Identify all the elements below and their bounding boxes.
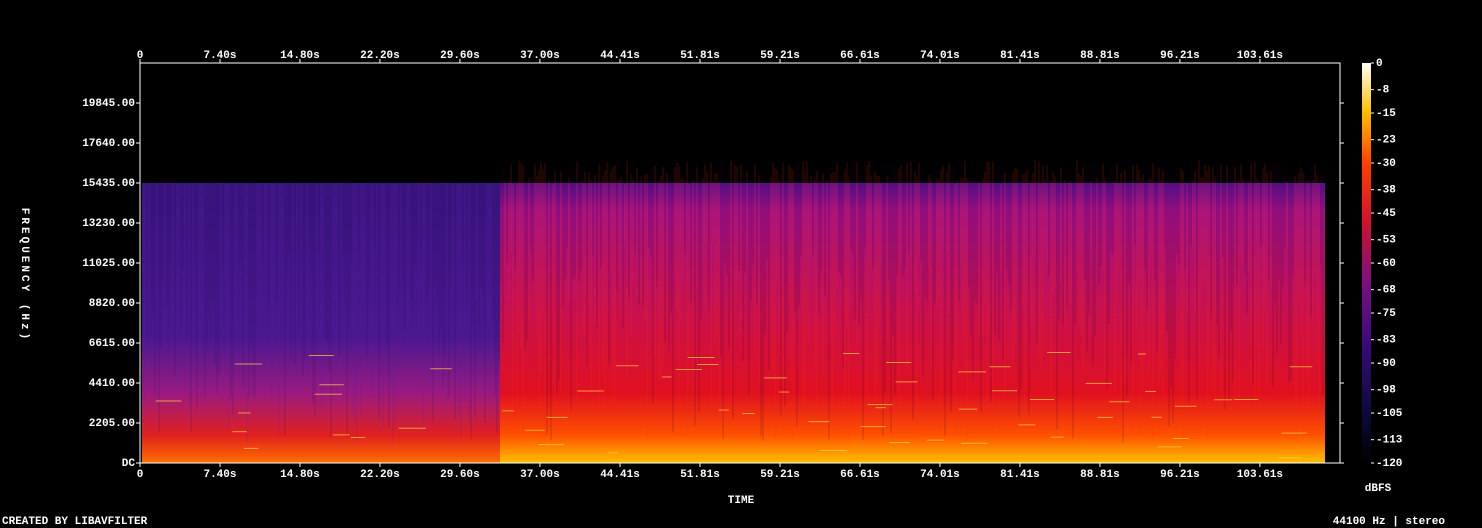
x-tick-label: 51.81s xyxy=(680,469,720,481)
colorbar-tick-label: -90 xyxy=(1376,358,1396,370)
y-axis-label: FREQUENCY (Hz) xyxy=(18,208,30,342)
y-tick-label: 6615.00 xyxy=(89,338,135,350)
x-tick-label: 14.80s xyxy=(280,50,320,62)
y-tick-label: 2205.00 xyxy=(89,418,135,430)
y-tick-label: 17640.00 xyxy=(82,138,135,150)
x-tick-label: 37.00s xyxy=(520,50,560,62)
x-tick-label: 44.41s xyxy=(600,469,640,481)
colorbar-tick-label: -68 xyxy=(1376,285,1396,297)
colorbar-tick-label: -98 xyxy=(1376,385,1396,397)
x-axis-label: TIME xyxy=(728,495,755,507)
footer-right: 44100 Hz | stereo xyxy=(1333,516,1446,528)
colorbar-tick-label: -53 xyxy=(1376,235,1396,247)
colorbar-tick-label: -8 xyxy=(1376,85,1390,97)
x-tick-label: 29.60s xyxy=(440,50,480,62)
x-tick-label: 59.21s xyxy=(760,469,800,481)
y-tick-label: DC xyxy=(122,458,136,470)
x-tick-label: 37.00s xyxy=(520,469,560,481)
colorbar-label: dBFS xyxy=(1365,483,1392,495)
colorbar-tick-label: -15 xyxy=(1376,108,1396,120)
x-tick-label: 66.61s xyxy=(840,50,880,62)
x-tick-label: 103.61s xyxy=(1237,469,1283,481)
colorbar-tick-label: 0 xyxy=(1376,58,1383,70)
x-tick-label: 22.20s xyxy=(360,469,400,481)
x-tick-label: 66.61s xyxy=(840,469,880,481)
y-tick-label: 8820.00 xyxy=(89,298,135,310)
x-tick-label: 74.01s xyxy=(920,469,960,481)
x-tick-label: 44.41s xyxy=(600,50,640,62)
x-tick-label: 74.01s xyxy=(920,50,960,62)
colorbar-tick-label: -60 xyxy=(1376,258,1396,270)
x-tick-label: 81.41s xyxy=(1000,469,1040,481)
x-tick-label: 59.21s xyxy=(760,50,800,62)
x-tick-label: 14.80s xyxy=(280,469,320,481)
colorbar-tick-label: -75 xyxy=(1376,308,1396,320)
y-tick-label: 13230.00 xyxy=(82,218,135,230)
colorbar xyxy=(1362,63,1371,463)
colorbar-tick-label: -113 xyxy=(1376,435,1403,447)
x-tick-label: 103.61s xyxy=(1237,50,1283,62)
x-tick-label: 0 xyxy=(137,50,144,62)
x-tick-label: 22.20s xyxy=(360,50,400,62)
y-tick-label: 19845.00 xyxy=(82,98,135,110)
spectrogram-image xyxy=(500,183,1325,463)
footer-left: CREATED BY LIBAVFILTER xyxy=(2,516,148,528)
y-tick-label: 4410.00 xyxy=(89,378,135,390)
y-tick-label: 11025.00 xyxy=(82,258,135,270)
colorbar-tick-label: -105 xyxy=(1376,408,1403,420)
y-tick-label: 15435.00 xyxy=(82,178,135,190)
colorbar-tick-label: -38 xyxy=(1376,185,1396,197)
x-tick-label: 88.81s xyxy=(1080,469,1120,481)
x-tick-label: 96.21s xyxy=(1160,469,1200,481)
x-tick-label: 7.40s xyxy=(203,469,236,481)
colorbar-tick-label: -120 xyxy=(1376,458,1402,470)
x-tick-label: 96.21s xyxy=(1160,50,1200,62)
spectrogram-image xyxy=(142,183,500,463)
x-tick-label: 81.41s xyxy=(1000,50,1040,62)
spectrogram-texture xyxy=(142,160,1324,459)
x-tick-label: 88.81s xyxy=(1080,50,1120,62)
x-tick-label: 7.40s xyxy=(203,50,236,62)
x-tick-label: 0 xyxy=(137,469,144,481)
x-tick-label: 29.60s xyxy=(440,469,480,481)
colorbar-tick-label: -23 xyxy=(1376,135,1396,147)
colorbar-tick-label: -83 xyxy=(1376,335,1396,347)
colorbar-tick-label: -30 xyxy=(1376,158,1396,170)
x-tick-label: 51.81s xyxy=(680,50,720,62)
colorbar-tick-label: -45 xyxy=(1376,208,1396,220)
